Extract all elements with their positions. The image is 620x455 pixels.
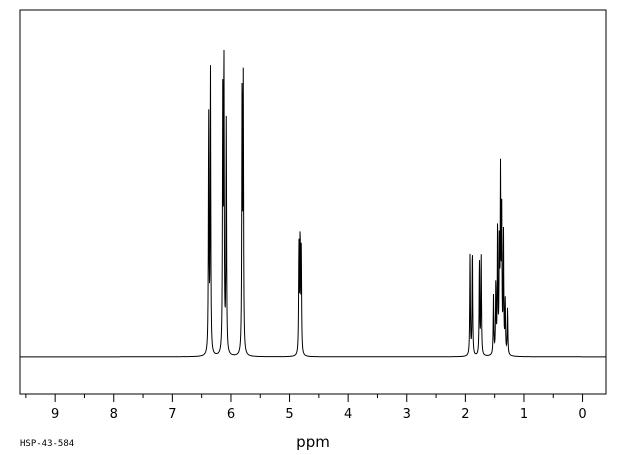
spectrum-trace [20, 49, 606, 358]
x-tick-label: 5 [285, 407, 293, 422]
x-axis-tick-labels: 9 8 7 6 5 4 3 2 1 0 [51, 407, 587, 422]
x-tick-label: 2 [461, 407, 469, 422]
x-axis-title: ppm [296, 433, 330, 451]
x-tick-label: 7 [168, 407, 176, 422]
x-tick-label: 0 [578, 407, 586, 422]
spectrum-code-label: HSP-43-584 [20, 439, 74, 449]
x-axis-ticks [20, 393, 606, 402]
x-tick-label: 1 [520, 407, 528, 422]
plot-frame [19, 9, 607, 395]
x-tick-label: 8 [110, 407, 118, 422]
x-tick-label: 3 [403, 407, 411, 422]
x-tick-label: 6 [227, 407, 235, 422]
x-tick-label: 9 [51, 407, 59, 422]
x-tick-label: 4 [344, 407, 352, 422]
